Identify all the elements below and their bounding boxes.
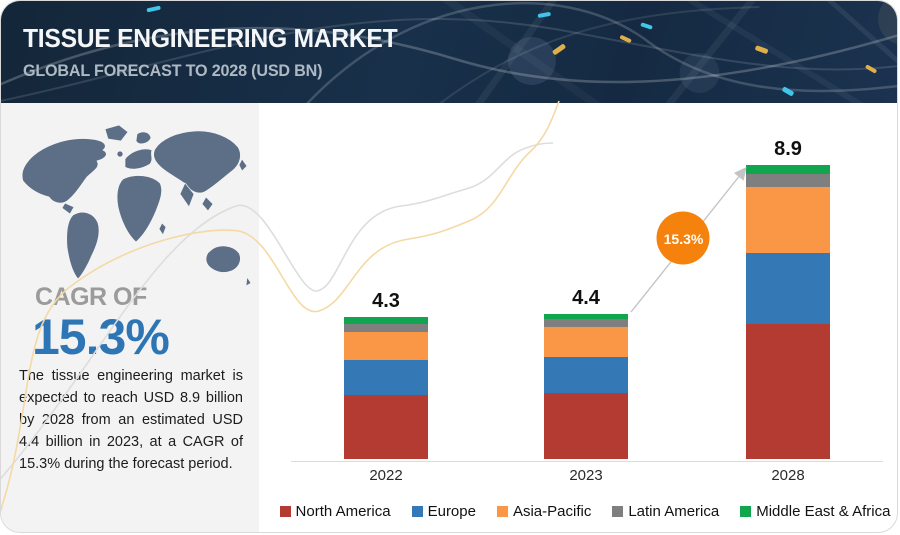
x-tick-label-2022: 2022: [369, 467, 403, 484]
legend-swatch: [279, 505, 291, 517]
bar-segment-2028-asia-pacific: [746, 186, 830, 253]
chart-legend: North America Europe Asia-Pacific Latin Ame…: [279, 501, 890, 521]
x-tick-label-2023: 2023: [569, 467, 603, 484]
legend-swatch: [496, 505, 508, 517]
legend-swatch: [612, 505, 624, 517]
bar-total-label-2022: 4.3: [372, 290, 400, 313]
header-banner: TISSUE ENGINEERING MARKET GLOBAL FORECAS…: [1, 1, 897, 103]
legend-label: Latin America: [628, 502, 720, 520]
bar-segment-2022-asia-pacific: [344, 331, 428, 361]
bar-segment-2022-europe: [344, 360, 428, 395]
x-axis-line: [291, 461, 883, 462]
bar-segment-2023-europe: [544, 356, 628, 393]
legend-item-latin-america: Latin America: [612, 503, 719, 520]
bar-2028: [746, 165, 830, 459]
bar-segment-2028-europe: [746, 252, 830, 324]
bar-segment-2022-latin-america: [344, 323, 428, 332]
page-title: TISSUE ENGINEERING MARKET: [23, 23, 398, 53]
legend-label: Europe: [427, 502, 476, 520]
legend-label: Asia-Pacific: [512, 502, 592, 520]
bar-2022: [344, 317, 428, 459]
bar-segment-2023-north-america: [544, 393, 628, 459]
bar-segment-2028-latin-america: [746, 173, 830, 187]
bar-2023: [544, 313, 628, 459]
legend-label: Middle East & Africa: [756, 502, 891, 520]
legend-item-north-america: North America: [279, 502, 391, 520]
legend-label: North America: [295, 502, 391, 520]
legend-item-asia-pacific: Asia-Pacific: [496, 502, 592, 520]
x-tick-label-2028: 2028: [771, 467, 805, 484]
bar-segment-2023-middle-east-africa: [544, 313, 628, 319]
legend-swatch: [740, 505, 752, 517]
legend-swatch: [411, 505, 423, 517]
cagr-badge-value: 15.3%: [663, 230, 704, 247]
bar-segment-2023-latin-america: [544, 318, 628, 328]
bar-segment-2028-middle-east-africa: [746, 165, 830, 174]
page-subtitle: GLOBAL FORECAST TO 2028 (USD BN): [23, 61, 323, 80]
bar-total-label-2023: 4.4: [572, 286, 600, 309]
bar-total-label-2028: 8.9: [774, 138, 802, 161]
legend-item-middle-east-africa: Middle East & Africa: [740, 503, 890, 520]
bar-segment-2028-north-america: [746, 323, 830, 459]
bar-segment-2023-asia-pacific: [544, 327, 628, 357]
legend-item-europe: Europe: [411, 502, 476, 520]
bar-segment-2022-north-america: [344, 394, 428, 459]
bar-segment-2022-middle-east-africa: [344, 317, 428, 324]
header-network-decoration: [1, 1, 897, 103]
